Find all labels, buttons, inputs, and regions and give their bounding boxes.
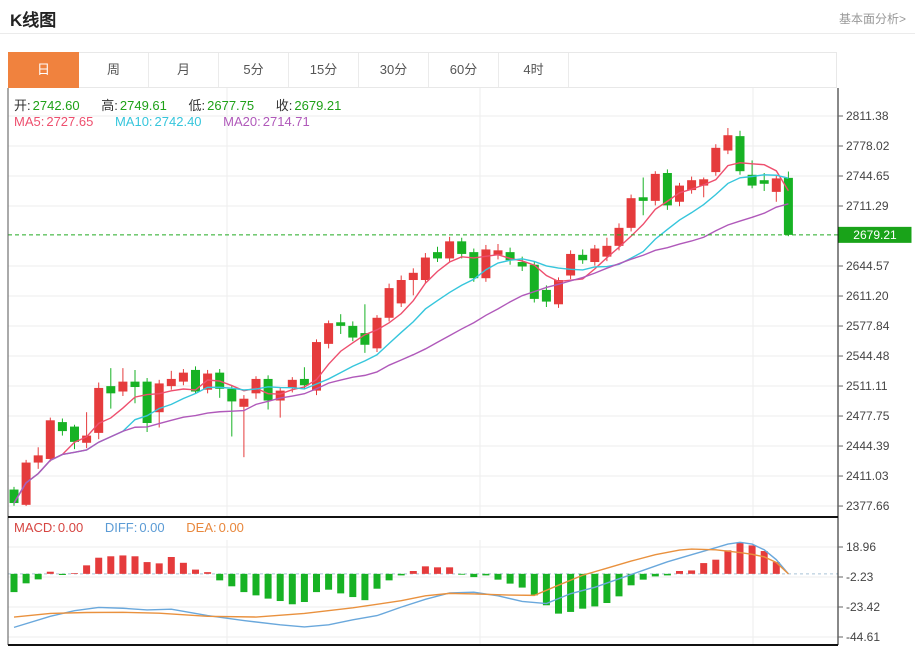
- tab-5min[interactable]: 5分: [219, 53, 289, 87]
- open-value: 2742.60: [32, 98, 80, 113]
- close-label: 收:: [275, 98, 293, 113]
- price-axis: 2811.38 2778.02 2744.65 2711.29 2644.57 2611.…: [838, 109, 890, 644]
- ma5-label: MA5:: [14, 114, 45, 129]
- svg-text:2644.57: 2644.57: [846, 259, 890, 273]
- svg-text:2477.75: 2477.75: [846, 409, 890, 423]
- svg-text:18.96: 18.96: [846, 540, 876, 554]
- svg-text:2744.65: 2744.65: [846, 169, 890, 183]
- svg-text:2511.11: 2511.11: [846, 379, 888, 393]
- header-divider: [0, 33, 915, 34]
- macd-info-row: MACD: 0.00 DIFF: 0.00 DEA: 0.00: [14, 520, 246, 535]
- svg-text:2611.20: 2611.20: [846, 289, 889, 303]
- ma20-label: MA20:: [223, 114, 261, 129]
- diff-label: DIFF:: [104, 520, 138, 535]
- ma-row: MA5: 2727.65 MA10: 2742.40 MA20: 2714.71: [14, 114, 312, 129]
- close-value: 2679.21: [294, 98, 342, 113]
- svg-text:-2.23: -2.23: [846, 570, 874, 584]
- tab-month[interactable]: 月: [149, 53, 219, 87]
- current-price-badge: 2679.21: [838, 226, 912, 243]
- ohlc-row: 开: 2742.60 高: 2749.61 低: 2677.75 收: 2679.21: [14, 95, 343, 114]
- svg-text:2811.38: 2811.38: [846, 109, 889, 123]
- ma5-value: 2727.65: [46, 114, 94, 129]
- svg-text:2778.02: 2778.02: [846, 139, 890, 153]
- macd-label: MACD:: [14, 520, 56, 535]
- svg-text:2679.21: 2679.21: [853, 228, 897, 242]
- high-label: 高:: [101, 98, 118, 113]
- svg-text:2711.29: 2711.29: [846, 199, 889, 213]
- high-value: 2749.61: [119, 98, 167, 113]
- kline-macd-canvas[interactable]: 2679.21 2811.38 2778.02 2744.65 2711.29 2644.…: [0, 88, 915, 649]
- ma20-value: 2714.71: [262, 114, 310, 129]
- tab-15min[interactable]: 15分: [289, 53, 359, 87]
- svg-text:2377.66: 2377.66: [846, 499, 890, 513]
- tab-bar-filler: [569, 53, 836, 87]
- ma10-value: 2742.40: [154, 114, 202, 129]
- low-label: 低:: [188, 98, 206, 113]
- low-value: 2677.75: [207, 98, 255, 113]
- dea-label: DEA:: [186, 520, 217, 535]
- svg-text:-23.42: -23.42: [846, 600, 880, 614]
- open-label: 开:: [14, 98, 31, 113]
- tab-week[interactable]: 周: [79, 53, 149, 87]
- dea-value: 0.00: [218, 520, 244, 535]
- fundamental-analysis-link[interactable]: 基本面分析>: [838, 12, 906, 26]
- macd-value: 0.00: [57, 520, 84, 535]
- diff-value: 0.00: [139, 520, 165, 535]
- period-tab-bar: 日 周 月 5分 15分 30分 60分 4时: [8, 52, 837, 88]
- svg-text:-44.61: -44.61: [846, 630, 880, 644]
- tab-4hour[interactable]: 4时: [499, 53, 569, 87]
- svg-text:2577.84: 2577.84: [846, 319, 890, 333]
- ma10-label: MA10:: [114, 114, 153, 129]
- svg-text:2444.39: 2444.39: [846, 439, 890, 453]
- svg-text:2544.48: 2544.48: [846, 349, 890, 363]
- tab-30min[interactable]: 30分: [359, 53, 429, 87]
- tab-60min[interactable]: 60分: [429, 53, 499, 87]
- tab-day[interactable]: 日: [8, 52, 79, 88]
- svg-text:2411.03: 2411.03: [846, 469, 889, 483]
- chart-area: 2679.21 2811.38 2778.02 2744.65 2711.29 2644.…: [0, 88, 915, 649]
- page-title: K线图: [10, 11, 57, 30]
